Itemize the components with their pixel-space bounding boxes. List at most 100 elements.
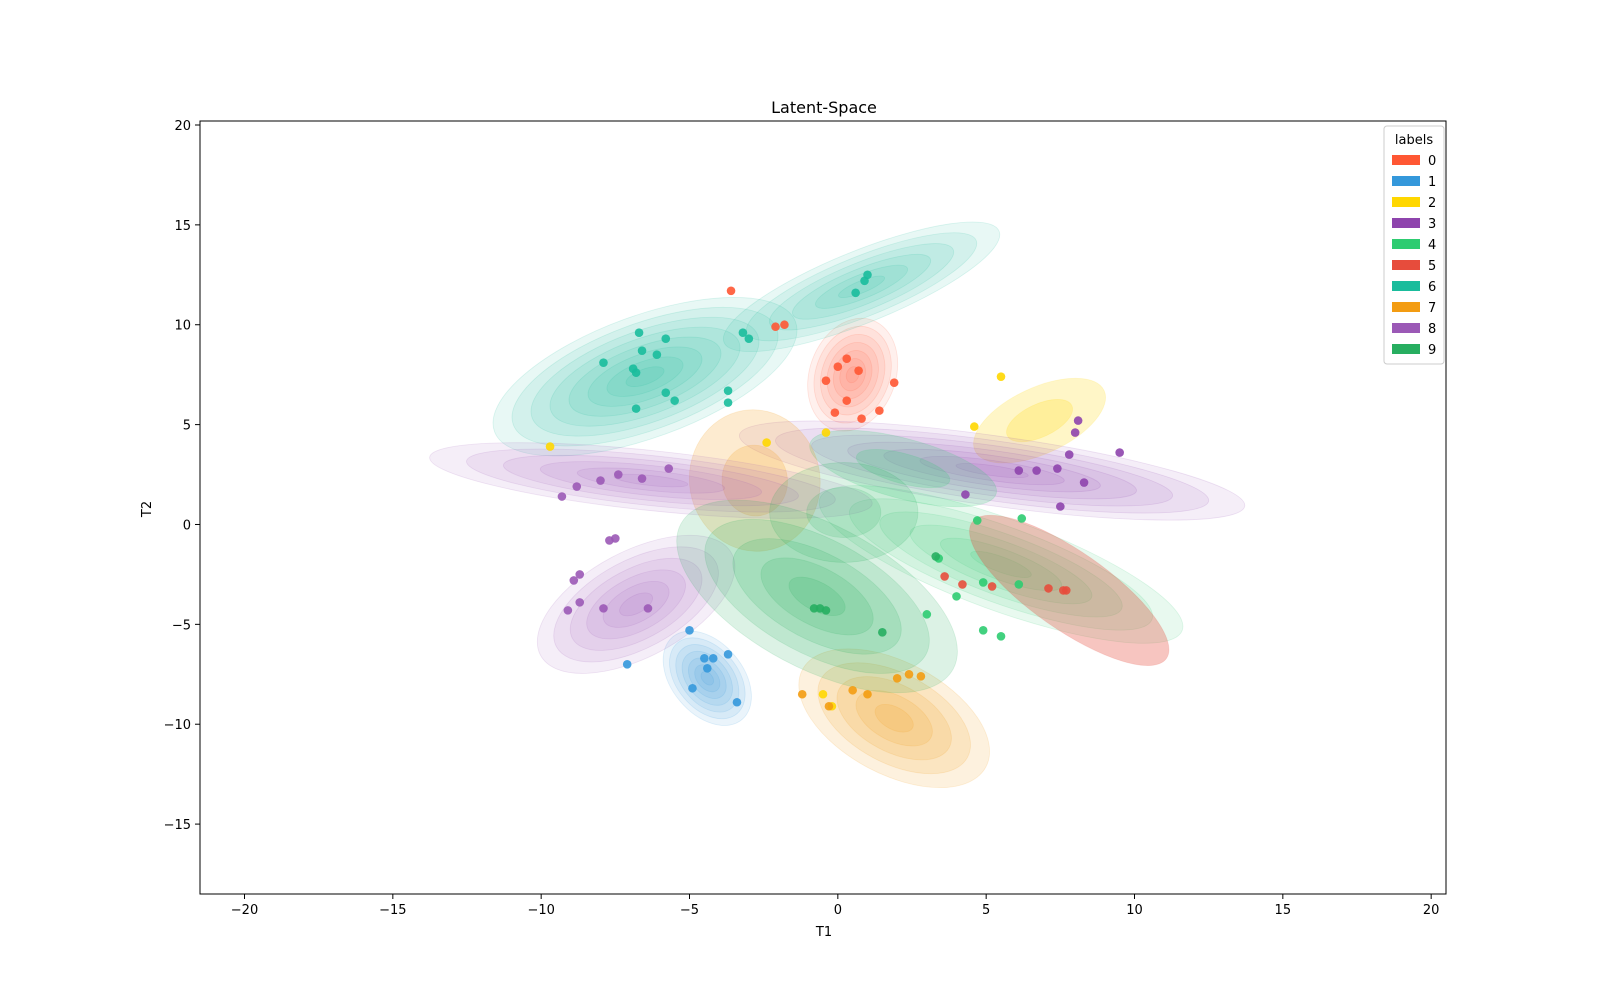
data-point-9: [931, 552, 941, 561]
density-level-4: [809, 429, 997, 508]
data-point-8: [557, 492, 567, 501]
data-point-3: [1073, 416, 1083, 425]
data-point-6: [723, 386, 733, 395]
y-tick-label: 0: [183, 518, 191, 533]
density-level-7: [721, 444, 788, 517]
density-series-6: [492, 221, 1001, 457]
data-point-4: [952, 592, 961, 601]
legend-label-0: 0: [1428, 154, 1436, 169]
x-tick-label: −5: [680, 903, 699, 918]
y-tick-label: 5: [183, 419, 191, 434]
plot-inner: [429, 221, 1246, 789]
data-point-3: [961, 490, 970, 499]
density-level-3: [811, 434, 1173, 507]
density-level-8: [466, 448, 836, 513]
density-series-0: [807, 317, 899, 432]
density-level-8: [613, 473, 689, 488]
data-point-1: [622, 659, 632, 669]
density-level-8: [586, 569, 686, 640]
points-series-7: [797, 669, 926, 711]
data-point-7: [824, 701, 834, 711]
data-point-1: [723, 650, 733, 659]
data-point-2: [818, 689, 828, 699]
data-point-1: [685, 626, 694, 635]
chart-title: Latent-Space: [771, 98, 877, 117]
data-point-3: [1070, 428, 1080, 437]
density-level-7: [798, 648, 990, 789]
density-level-6: [625, 366, 665, 387]
density-level-9: [806, 487, 882, 538]
legend-label-4: 4: [1428, 238, 1436, 253]
legend-swatch-7: [1392, 302, 1420, 312]
y-tick-label: 10: [174, 319, 191, 334]
density-level-4: [849, 498, 1153, 631]
data-point-3: [1053, 464, 1062, 473]
density-level-6: [606, 356, 684, 397]
density-level-8: [553, 546, 719, 663]
data-point-0: [842, 354, 852, 363]
data-point-7: [797, 689, 807, 699]
x-tick-label: 10: [1126, 903, 1143, 918]
legend-label-3: 3: [1428, 217, 1436, 232]
data-point-7: [863, 689, 872, 699]
x-tick-label: −10: [527, 903, 554, 918]
density-level-4: [818, 485, 1184, 644]
density-level-6: [549, 326, 741, 427]
data-point-6: [661, 334, 671, 344]
density-level-3: [775, 427, 1210, 514]
data-point-4: [996, 632, 1006, 641]
density-level-8: [502, 454, 799, 507]
density-level-0: [807, 317, 899, 432]
density-level-6: [722, 221, 1001, 352]
legend-label-2: 2: [1428, 196, 1436, 211]
data-point-5: [958, 580, 967, 589]
data-point-2: [821, 428, 831, 437]
legend-title: labels: [1395, 133, 1433, 148]
data-point-7: [916, 671, 926, 681]
data-point-4: [1014, 580, 1024, 589]
data-point-1: [688, 683, 697, 693]
data-point-8: [664, 464, 674, 473]
data-point-1: [732, 697, 742, 707]
legend-label-8: 8: [1428, 322, 1436, 337]
legend-swatch-2: [1392, 197, 1420, 207]
density-level-6: [530, 316, 760, 437]
points-series-0: [726, 286, 899, 423]
density-level-9: [676, 499, 958, 694]
data-point-1: [708, 654, 718, 663]
legend-swatch-6: [1392, 281, 1420, 291]
density-level-1: [694, 664, 721, 693]
density-level-4: [970, 550, 1032, 578]
points-series-6: [599, 270, 872, 413]
data-point-1: [703, 663, 712, 673]
data-point-4: [922, 610, 932, 619]
density-level-9: [760, 557, 874, 636]
data-point-6: [851, 288, 860, 298]
data-point-0: [857, 414, 866, 423]
density-level-3: [739, 420, 1246, 521]
data-point-8: [599, 604, 608, 613]
data-point-3: [1079, 478, 1089, 487]
density-level-7: [855, 690, 933, 747]
legend-swatch-0: [1392, 155, 1420, 165]
density-level-1: [675, 644, 740, 713]
data-point-0: [875, 406, 884, 415]
x-axis-label: T1: [815, 925, 832, 940]
legend-swatch-8: [1392, 323, 1420, 333]
data-point-6: [744, 334, 754, 344]
density-level-8: [569, 557, 703, 651]
density-level-0: [813, 325, 892, 424]
data-point-6: [661, 388, 671, 397]
data-point-0: [780, 320, 789, 330]
data-point-2: [545, 442, 555, 451]
points-series-1: [622, 626, 742, 707]
density-series-9: [676, 462, 958, 694]
density-level-4: [855, 449, 951, 489]
density-level-7: [874, 703, 914, 733]
data-point-6: [863, 270, 872, 280]
density-level-9: [769, 462, 919, 563]
data-point-8: [637, 474, 647, 483]
density-level-3: [955, 463, 1029, 479]
